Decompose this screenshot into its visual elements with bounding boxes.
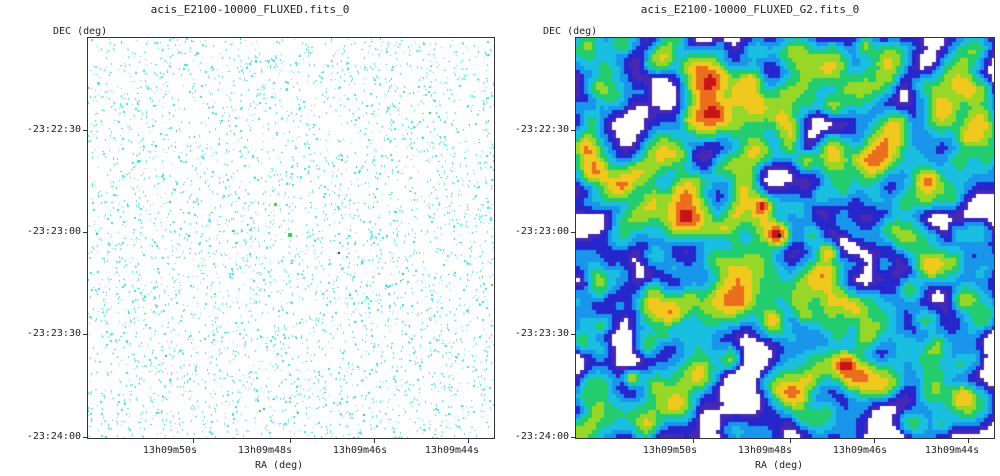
panel-title: acis_E2100-10000_FLUXED_G2.fits_0 bbox=[640, 3, 860, 16]
image-frame[interactable] bbox=[575, 37, 995, 439]
x-tick-label: 13h09m50s bbox=[142, 445, 198, 456]
x-tick-mark bbox=[193, 439, 194, 443]
y-tick-label: -23:24:00 bbox=[514, 431, 569, 442]
y-tick-mark bbox=[571, 437, 575, 438]
dec-axis-label: DEC (deg) bbox=[543, 26, 598, 37]
right-image-panel: acis_E2100-10000_FLUXED_G2.fits_0 DEC (d… bbox=[500, 0, 1000, 476]
y-tick-label: -23:23:00 bbox=[514, 226, 569, 237]
x-tick-mark bbox=[790, 439, 791, 443]
panel-title: acis_E2100-10000_FLUXED.fits_0 bbox=[150, 3, 350, 16]
y-tick-mark bbox=[571, 130, 575, 131]
x-tick-label: 13h09m46s bbox=[332, 445, 388, 456]
y-tick-label: -23:23:30 bbox=[514, 328, 569, 339]
y-tick-label: -23:22:30 bbox=[26, 124, 81, 135]
x-tick-mark bbox=[290, 439, 291, 443]
y-tick-label: -23:23:30 bbox=[26, 328, 81, 339]
x-tick-label: 13h09m50s bbox=[642, 445, 698, 456]
dec-axis-label: DEC (deg) bbox=[53, 26, 108, 37]
y-tick-label: -23:24:00 bbox=[26, 431, 81, 442]
left-image-panel: acis_E2100-10000_FLUXED.fits_0 DEC (deg)… bbox=[26, 3, 495, 471]
x-tick-mark bbox=[968, 439, 969, 443]
y-tick-mark bbox=[571, 334, 575, 335]
x-tick-label: 13h09m46s bbox=[832, 445, 888, 456]
y-tick-label: -23:22:30 bbox=[514, 124, 569, 135]
x-tick-mark bbox=[693, 439, 694, 443]
ra-axis-label: RA (deg) bbox=[255, 460, 304, 471]
x-tick-label: 13h09m48s bbox=[737, 445, 793, 456]
ra-axis-label: RA (deg) bbox=[755, 460, 804, 471]
y-tick-mark bbox=[83, 334, 87, 335]
y-tick-mark bbox=[83, 130, 87, 131]
x-tick-label: 13h09m48s bbox=[237, 445, 293, 456]
y-tick-mark bbox=[571, 232, 575, 233]
smoothed-colormap-image[interactable] bbox=[576, 38, 994, 438]
image-frame[interactable] bbox=[87, 37, 495, 439]
x-tick-label: 13h09m44s bbox=[924, 445, 980, 456]
y-tick-mark bbox=[83, 232, 87, 233]
x-tick-mark bbox=[874, 439, 875, 443]
y-tick-label: -23:23:00 bbox=[26, 226, 81, 237]
x-tick-mark bbox=[468, 439, 469, 443]
x-tick-mark bbox=[374, 439, 375, 443]
x-tick-label: 13h09m44s bbox=[424, 445, 480, 456]
sparse-count-image[interactable] bbox=[88, 38, 494, 438]
y-tick-mark bbox=[83, 437, 87, 438]
